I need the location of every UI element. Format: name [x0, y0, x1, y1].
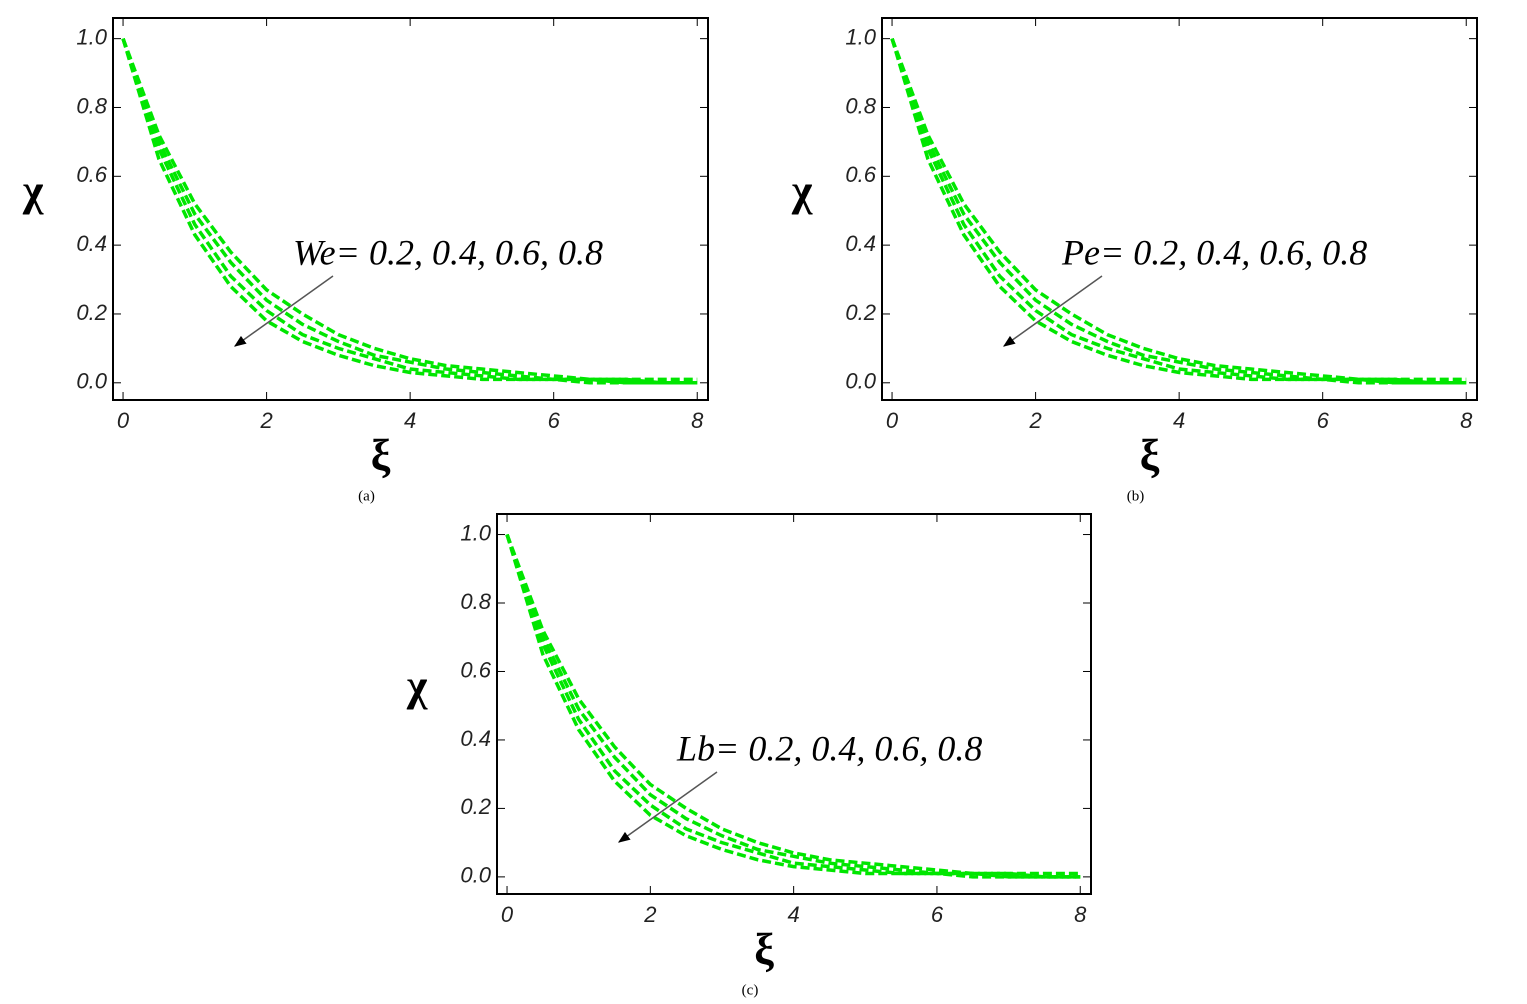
plot-frame	[496, 513, 1092, 895]
y-tick-label: 1.0	[845, 24, 876, 49]
x-tick-label: 4	[404, 408, 416, 433]
panel: 0.0 0.2 0.4 0.6 0.8 1.0 0 2 4 6 8 We= 0.2, 0.4, 0.6…	[22, 17, 709, 504]
annotation: Lb= 0.2, 0.4, 0.6, 0.8	[676, 728, 982, 768]
panel-caption: (a)	[358, 488, 375, 504]
annotation-arrow	[618, 771, 718, 843]
x-tick-label: 4	[1173, 408, 1185, 433]
y-tick-label: 0.0	[460, 863, 491, 888]
y-tick-label: 0.6	[460, 657, 491, 682]
annotation: We= 0.2, 0.4, 0.6, 0.8	[293, 232, 603, 272]
x-axis-label: ξ	[1140, 431, 1160, 480]
curve	[890, 38, 1467, 385]
x-axis-label: ξ	[754, 925, 774, 974]
y-tick-label: 0.6	[845, 162, 876, 187]
x-tick-label: 2	[259, 408, 272, 433]
y-axis-label: χ	[791, 166, 813, 215]
y-tick-label: 0.8	[76, 93, 107, 118]
x-tick-label: 0	[117, 408, 130, 433]
y-tick-label: 0.8	[845, 93, 876, 118]
x-tick-label: 6	[931, 902, 944, 927]
y-tick-label: 0.4	[76, 231, 107, 256]
annotation-arrow	[1003, 275, 1103, 347]
curve	[505, 534, 1081, 879]
curve	[505, 533, 1081, 879]
curve	[505, 533, 1081, 876]
y-tick-label: 0.4	[460, 726, 491, 751]
panel-caption: (c)	[742, 982, 759, 998]
curve	[890, 38, 1467, 385]
y-tick-label: 0.8	[460, 589, 491, 614]
curve	[505, 533, 1081, 879]
curve	[121, 38, 698, 385]
x-tick-label: 2	[643, 902, 656, 927]
plot-frame	[881, 17, 1478, 401]
panel: 0.0 0.2 0.4 0.6 0.8 1.0 0 2 4 6 8 Pe= 0.2, 0.4, 0.6…	[791, 17, 1478, 504]
plot-frame	[112, 17, 709, 401]
panel-caption: (b)	[1127, 488, 1145, 504]
y-tick-label: 1.0	[460, 520, 491, 545]
x-tick-label: 0	[886, 408, 899, 433]
x-tick-label: 8	[1074, 902, 1087, 927]
y-tick-label: 0.2	[76, 300, 107, 325]
x-tick-label: 0	[501, 902, 514, 927]
annotation-arrow	[234, 275, 334, 347]
panel: 0.0 0.2 0.4 0.6 0.8 1.0 0 2 4 6 8 Lb= 0.2, 0.4, 0.6…	[406, 513, 1092, 998]
y-tick-label: 0.2	[460, 794, 491, 819]
x-tick-label: 8	[691, 408, 704, 433]
y-tick-label: 0.4	[845, 231, 876, 256]
y-tick-label: 0.2	[845, 300, 876, 325]
y-tick-label: 0.6	[76, 162, 107, 187]
x-tick-label: 8	[1460, 408, 1473, 433]
y-axis-label: χ	[406, 661, 428, 710]
x-tick-label: 6	[548, 408, 561, 433]
y-tick-label: 0.0	[76, 369, 107, 394]
x-tick-label: 6	[1317, 408, 1330, 433]
x-tick-label: 2	[1028, 408, 1041, 433]
curve	[121, 38, 698, 385]
y-tick-label: 0.0	[845, 369, 876, 394]
x-tick-label: 4	[788, 902, 800, 927]
curve	[890, 38, 1467, 385]
curve	[121, 38, 698, 382]
y-axis-label: χ	[22, 166, 44, 215]
curve	[890, 38, 1467, 382]
y-tick-label: 1.0	[76, 24, 107, 49]
annotation: Pe= 0.2, 0.4, 0.6, 0.8	[1061, 232, 1367, 272]
x-axis-label: ξ	[371, 431, 391, 480]
curve	[121, 38, 698, 385]
